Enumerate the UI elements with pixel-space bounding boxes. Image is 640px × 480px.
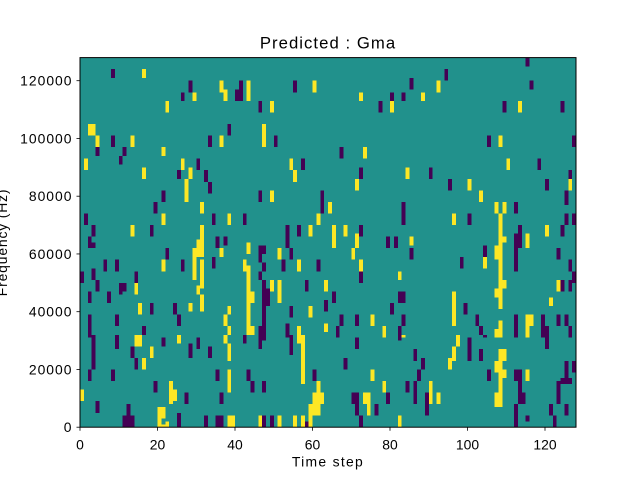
svg-text:100: 100 — [456, 437, 479, 453]
svg-text:60000: 60000 — [29, 246, 73, 262]
svg-text:20000: 20000 — [29, 361, 73, 377]
svg-text:Time step: Time step — [292, 454, 364, 470]
svg-text:120: 120 — [533, 437, 556, 453]
svg-text:120000: 120000 — [20, 73, 72, 89]
svg-text:40: 40 — [227, 437, 243, 453]
svg-text:80000: 80000 — [29, 188, 73, 204]
svg-text:0: 0 — [64, 419, 73, 435]
svg-text:100000: 100000 — [20, 130, 72, 146]
svg-text:Frequency (Hz): Frequency (Hz) — [0, 189, 10, 297]
svg-text:20: 20 — [150, 437, 166, 453]
svg-text:40000: 40000 — [29, 304, 73, 320]
svg-text:0: 0 — [76, 437, 84, 453]
svg-text:60: 60 — [305, 437, 321, 453]
svg-text:Predicted : Gma: Predicted : Gma — [260, 34, 396, 53]
svg-text:80: 80 — [382, 437, 398, 453]
